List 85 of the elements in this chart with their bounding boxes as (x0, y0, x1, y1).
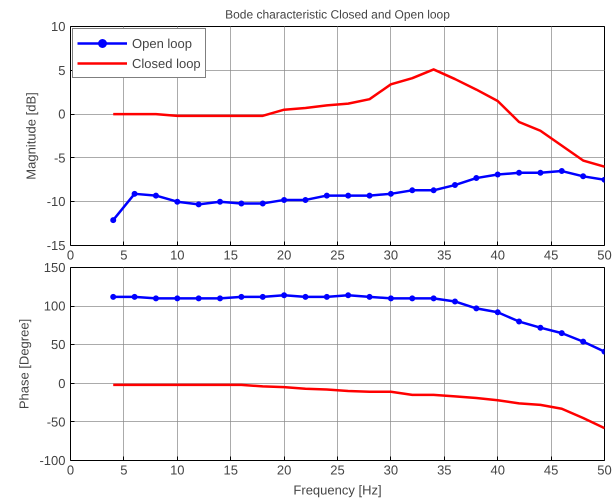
point (132, 190, 138, 197)
y-tick-label: 100 (44, 298, 66, 314)
x-tick-label: 45 (544, 462, 558, 478)
y-axis-title: Magnitude [dB] (24, 92, 39, 180)
x-tick-label: 30 (384, 248, 398, 262)
point (558, 168, 565, 174)
point (366, 294, 373, 300)
x-tick-label: 50 (597, 462, 612, 478)
point (281, 196, 288, 203)
x-tick-label: 35 (437, 248, 452, 262)
point (494, 309, 501, 316)
y-tick-label: -5 (54, 150, 66, 166)
point (580, 338, 586, 345)
point (260, 294, 266, 300)
point (473, 175, 480, 182)
x-tick-label: 15 (223, 462, 238, 478)
y-tick-label: 50 (51, 337, 66, 352)
point (302, 196, 308, 203)
x-tick-label: 20 (276, 248, 292, 262)
point (152, 192, 159, 199)
x-tick-label: 15 (223, 248, 238, 262)
x-tick-label: 10 (170, 248, 185, 262)
point (516, 170, 522, 176)
y-tick-label: 0 (58, 376, 66, 391)
x-tick-label: 35 (437, 462, 452, 478)
point (537, 170, 544, 176)
legend-label: Closed loop (132, 56, 201, 70)
point (132, 294, 138, 300)
point (430, 187, 437, 194)
point (388, 295, 394, 302)
x-tick-label: 45 (544, 248, 558, 262)
y-tick-label: -15 (46, 238, 66, 253)
point (409, 187, 416, 194)
line-series (112, 384, 604, 430)
y-tick-label: 150 (44, 260, 66, 275)
point (324, 192, 330, 199)
y-tick-label: -100 (39, 453, 66, 468)
point (260, 200, 266, 206)
x-tick-label: 5 (120, 462, 128, 478)
point (238, 200, 244, 206)
chart-title: Bode characteristic Closed and Open loop (225, 8, 450, 22)
point (452, 298, 458, 304)
point (345, 292, 352, 298)
x-tick-label: 40 (490, 462, 505, 478)
point (324, 294, 330, 300)
point (537, 324, 544, 331)
x-tick-label: 20 (276, 462, 292, 478)
point (366, 192, 373, 199)
point (196, 201, 202, 208)
point (494, 172, 501, 178)
y-tick-label: -10 (46, 194, 66, 210)
x-tick-label: 40 (490, 248, 505, 262)
x-tick-label: 25 (330, 462, 345, 478)
point (110, 217, 116, 224)
x-tick-label: 10 (170, 462, 185, 478)
point (473, 305, 480, 312)
point (152, 295, 159, 302)
y-tick-label: 5 (58, 62, 66, 78)
point (217, 198, 224, 205)
point (281, 292, 288, 298)
point (452, 182, 458, 188)
x-axis-title: Frequency [Hz] (293, 482, 382, 498)
point (430, 295, 437, 302)
y-tick-label: 10 (51, 19, 66, 34)
point (196, 295, 202, 302)
x-tick-label: 30 (384, 462, 398, 478)
point (238, 294, 244, 300)
point (345, 192, 352, 199)
point (302, 294, 308, 300)
point (217, 295, 224, 302)
point (174, 198, 180, 205)
point (516, 318, 522, 325)
y-tick-label: -50 (46, 414, 66, 430)
y-axis-title: Phase [Degree] (16, 318, 32, 410)
point (558, 330, 565, 336)
x-tick-label: 50 (597, 248, 612, 262)
point (580, 173, 586, 180)
legend-label: Open loop (132, 36, 192, 50)
point (388, 190, 394, 197)
point (409, 295, 416, 302)
x-tick-label: 5 (120, 248, 128, 262)
point (110, 294, 116, 300)
y-tick-label: 0 (58, 106, 66, 122)
x-tick-label: 25 (330, 248, 345, 262)
point (174, 295, 180, 302)
